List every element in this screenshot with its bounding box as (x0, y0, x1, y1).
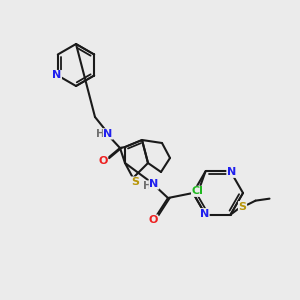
Text: N: N (52, 70, 62, 80)
Text: S: S (131, 177, 139, 187)
Text: O: O (98, 156, 108, 166)
Text: N: N (149, 179, 159, 189)
Text: Cl: Cl (192, 186, 203, 196)
Text: O: O (148, 215, 158, 225)
Text: N: N (103, 129, 112, 139)
Text: H: H (142, 181, 152, 191)
Text: S: S (238, 202, 247, 212)
Text: H: H (96, 129, 104, 139)
Text: N: N (200, 209, 209, 219)
Text: N: N (227, 167, 236, 177)
